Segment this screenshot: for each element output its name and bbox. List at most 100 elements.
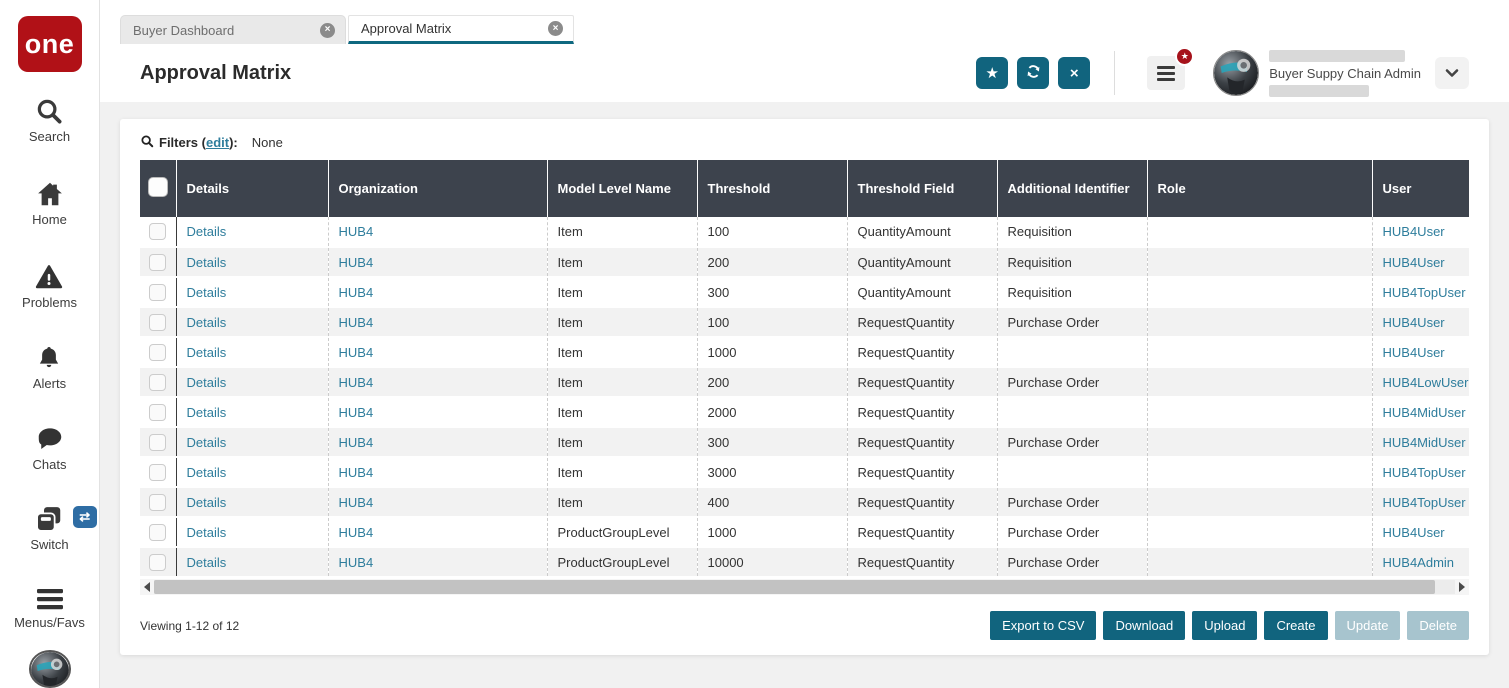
organization-link[interactable]: HUB4 xyxy=(339,315,374,330)
horizontal-scrollbar[interactable] xyxy=(140,579,1469,595)
row-checkbox[interactable] xyxy=(149,434,166,451)
details-link[interactable]: Details xyxy=(187,345,227,360)
organization-link[interactable]: HUB4 xyxy=(339,555,374,570)
switch-icon xyxy=(34,504,64,534)
sidebar-item-alerts[interactable]: Alerts xyxy=(33,343,66,391)
star-icon: ★ xyxy=(1181,51,1189,62)
organization-link[interactable]: HUB4 xyxy=(339,495,374,510)
user-link[interactable]: HUB4User xyxy=(1383,224,1445,239)
user-link[interactable]: HUB4User xyxy=(1383,315,1445,330)
details-link[interactable]: Details xyxy=(187,375,227,390)
sidebar-item-switch[interactable]: Switch ⇄ xyxy=(30,504,68,552)
details-link[interactable]: Details xyxy=(187,285,227,300)
details-link[interactable]: Details xyxy=(187,435,227,450)
row-checkbox[interactable] xyxy=(149,284,166,301)
additional-identifier-cell: Purchase Order xyxy=(997,427,1147,457)
user-link[interactable]: HUB4MidUser xyxy=(1383,435,1466,450)
user-link[interactable]: HUB4LowUser xyxy=(1383,375,1469,390)
threshold-field-cell: QuantityAmount xyxy=(847,217,997,247)
model-level-name-cell: Item xyxy=(547,487,697,517)
sidebar-item-home[interactable]: Home xyxy=(32,179,67,227)
details-link[interactable]: Details xyxy=(187,525,227,540)
row-checkbox[interactable] xyxy=(149,554,166,571)
select-all-checkbox[interactable] xyxy=(148,177,168,197)
organization-link[interactable]: HUB4 xyxy=(339,375,374,390)
user-link[interactable]: HUB4MidUser xyxy=(1383,405,1466,420)
user-link[interactable]: HUB4TopUser xyxy=(1383,285,1466,300)
sidebar-item-label: Switch xyxy=(30,537,68,552)
favorite-button[interactable]: ★ xyxy=(976,57,1008,89)
sidebar-item-menus-favs[interactable]: Menus/Favs xyxy=(14,586,85,630)
organization-link[interactable]: HUB4 xyxy=(339,435,374,450)
sidebar-item-search[interactable]: Search xyxy=(29,96,70,144)
one-network-logo[interactable]: one xyxy=(18,16,82,72)
row-checkbox[interactable] xyxy=(149,254,166,271)
row-checkbox[interactable] xyxy=(149,464,166,481)
upload-button[interactable]: Upload xyxy=(1192,611,1257,640)
row-checkbox[interactable] xyxy=(149,314,166,331)
row-checkbox-cell xyxy=(140,427,176,457)
details-link[interactable]: Details xyxy=(187,555,227,570)
row-checkbox[interactable] xyxy=(149,223,166,240)
organization-link[interactable]: HUB4 xyxy=(339,525,374,540)
user-link[interactable]: HUB4TopUser xyxy=(1383,495,1466,510)
scroll-left-arrow-icon[interactable] xyxy=(140,579,154,595)
additional-identifier-cell xyxy=(997,337,1147,367)
table-header-row: Details Organization Model Level Name Th… xyxy=(140,160,1469,217)
details-link[interactable]: Details xyxy=(187,495,227,510)
model-level-name-cell: Item xyxy=(547,397,697,427)
row-checkbox[interactable] xyxy=(149,374,166,391)
filters-edit-link[interactable]: edit xyxy=(206,135,229,150)
threshold-field-cell: QuantityAmount xyxy=(847,277,997,307)
user-link[interactable]: HUB4User xyxy=(1383,345,1445,360)
user-link[interactable]: HUB4User xyxy=(1383,255,1445,270)
user-link[interactable]: HUB4User xyxy=(1383,525,1445,540)
threshold-cell: 300 xyxy=(697,277,847,307)
scrollbar-thumb[interactable] xyxy=(154,580,1435,594)
refresh-button[interactable] xyxy=(1017,57,1049,89)
tab-label: Approval Matrix xyxy=(361,21,548,36)
sidebar-item-problems[interactable]: Problems xyxy=(22,262,77,310)
download-button[interactable]: Download xyxy=(1103,611,1185,640)
row-checkbox[interactable] xyxy=(149,344,166,361)
user-link[interactable]: HUB4TopUser xyxy=(1383,465,1466,480)
organization-link[interactable]: HUB4 xyxy=(339,224,374,239)
column-header-details: Details xyxy=(176,160,328,217)
organization-link[interactable]: HUB4 xyxy=(339,345,374,360)
details-link[interactable]: Details xyxy=(187,315,227,330)
export-to-csv-button[interactable]: Export to CSV xyxy=(990,611,1096,640)
row-checkbox[interactable] xyxy=(149,524,166,541)
swap-arrows-badge[interactable]: ⇄ xyxy=(73,506,97,528)
sidebar-user-avatar[interactable] xyxy=(29,650,71,688)
favorites-badge: ★ xyxy=(1175,47,1194,66)
user-link[interactable]: HUB4Admin xyxy=(1383,555,1455,570)
scrollbar-track[interactable] xyxy=(154,580,1455,594)
tab-approval-matrix[interactable]: Approval Matrix × xyxy=(348,15,574,44)
quick-menu-button[interactable]: ★ xyxy=(1147,56,1185,90)
details-link[interactable]: Details xyxy=(187,465,227,480)
organization-link[interactable]: HUB4 xyxy=(339,255,374,270)
tab-close-icon[interactable]: × xyxy=(548,21,563,36)
close-page-button[interactable]: × xyxy=(1058,57,1090,89)
row-checkbox[interactable] xyxy=(149,494,166,511)
details-link[interactable]: Details xyxy=(187,224,227,239)
create-button[interactable]: Create xyxy=(1264,611,1327,640)
tab-close-icon[interactable]: × xyxy=(320,23,335,38)
filter-search-icon xyxy=(140,134,159,151)
organization-link[interactable]: HUB4 xyxy=(339,465,374,480)
filters-bar: Filters (edit): None xyxy=(140,134,1469,151)
row-checkbox[interactable] xyxy=(149,404,166,421)
organization-link[interactable]: HUB4 xyxy=(339,285,374,300)
threshold-cell: 1000 xyxy=(697,337,847,367)
details-link[interactable]: Details xyxy=(187,255,227,270)
column-header-threshold: Threshold xyxy=(697,160,847,217)
organization-link[interactable]: HUB4 xyxy=(339,405,374,420)
user-menu-button[interactable] xyxy=(1435,57,1469,89)
close-icon: × xyxy=(1070,65,1079,82)
details-link[interactable]: Details xyxy=(187,405,227,420)
scroll-right-arrow-icon[interactable] xyxy=(1455,579,1469,595)
tab-buyer-dashboard[interactable]: Buyer Dashboard × xyxy=(120,15,346,44)
threshold-cell: 300 xyxy=(697,427,847,457)
sidebar-item-chats[interactable]: Chats xyxy=(33,424,67,472)
user-avatar[interactable] xyxy=(1213,50,1259,96)
